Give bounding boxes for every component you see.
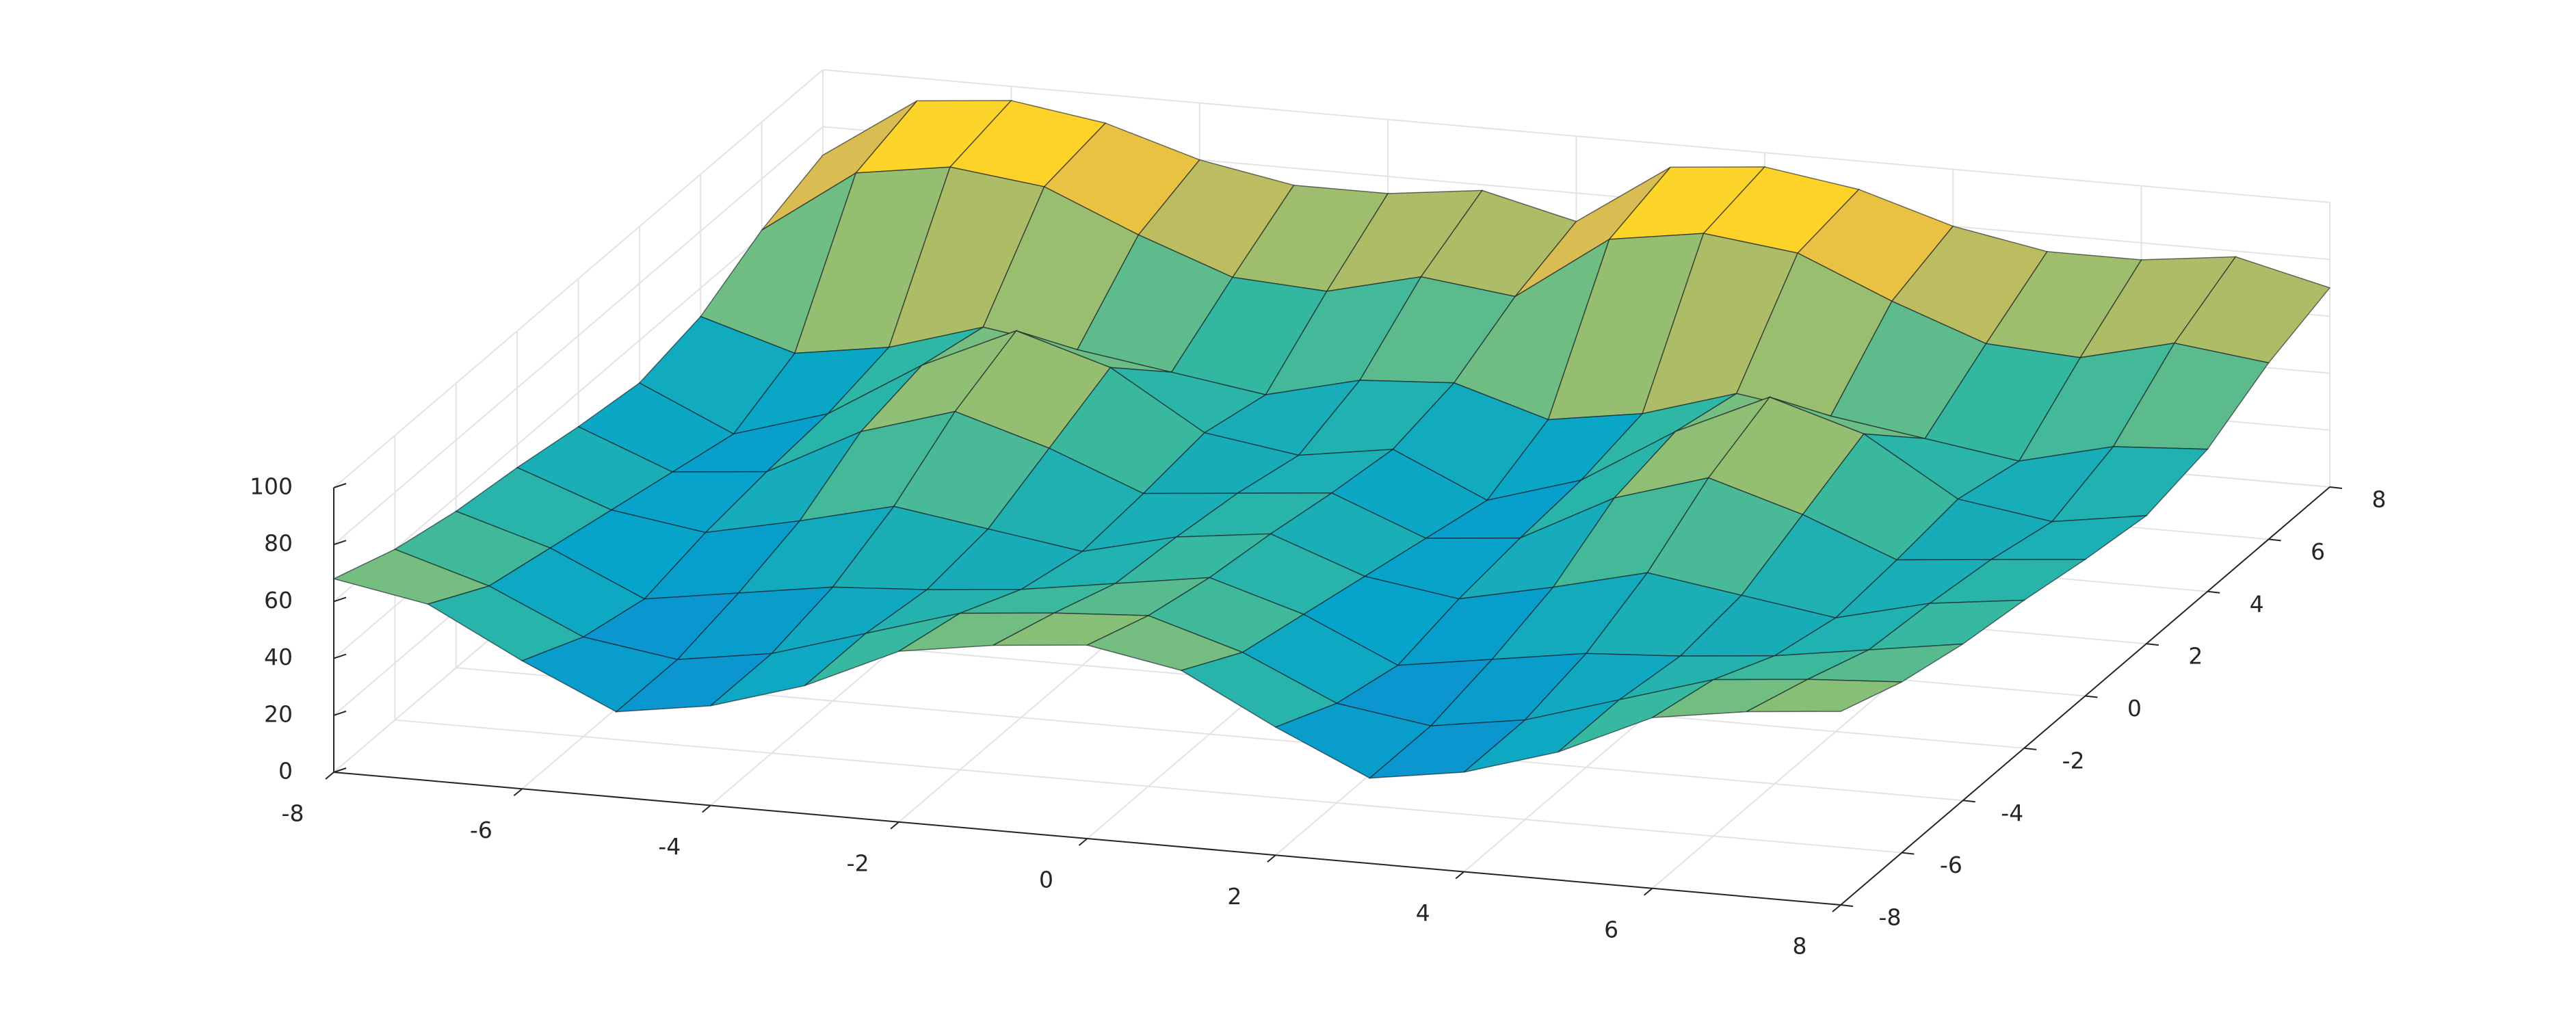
- y-tick: [2024, 747, 2037, 750]
- y-tick-label: 4: [2250, 590, 2264, 617]
- y-tick-label: 2: [2188, 643, 2203, 670]
- y-tick-label: -2: [2062, 747, 2085, 774]
- z-tick: [333, 767, 347, 773]
- x-tick: [1832, 904, 1841, 912]
- y-tick-label: -8: [1879, 904, 1902, 931]
- z-tick: [333, 653, 347, 659]
- y-tick: [2085, 695, 2098, 698]
- grid-line: [822, 69, 2330, 203]
- x-tick: [1643, 887, 1653, 896]
- y-tick-label: 6: [2311, 538, 2325, 565]
- x-tick: [702, 804, 711, 813]
- z-tick-label: 60: [264, 587, 293, 614]
- x-tick: [1455, 871, 1464, 880]
- y-tick-label: 8: [2372, 486, 2387, 513]
- z-tick-label: 80: [264, 530, 293, 557]
- y-tick: [2329, 486, 2343, 489]
- z-tick: [333, 710, 347, 716]
- z-tick: [333, 540, 347, 546]
- x-tick-label: -8: [282, 800, 304, 827]
- x-tick: [1078, 838, 1088, 846]
- x-tick-label: -6: [470, 817, 492, 843]
- x-tick: [890, 821, 899, 830]
- x-tick-label: 6: [1604, 916, 1618, 943]
- x-tick: [325, 772, 334, 780]
- y-tick-label: 0: [2127, 695, 2142, 722]
- z-tick-label: 0: [278, 758, 293, 785]
- x-tick: [513, 788, 523, 797]
- x-tick-label: -4: [658, 833, 681, 860]
- y-tick-label: -6: [1940, 852, 1962, 878]
- z-tick-label: 20: [264, 700, 293, 727]
- y-tick: [2146, 643, 2159, 646]
- x-tick-label: 0: [1039, 867, 1053, 893]
- x-tick-label: 4: [1416, 899, 1430, 926]
- y-tick-label: -4: [2001, 800, 2023, 826]
- y-tick: [1902, 852, 1915, 855]
- x-tick-label: 2: [1227, 883, 1241, 910]
- x-tick-label: -2: [847, 850, 869, 876]
- y-tick: [1962, 800, 1975, 803]
- x-tick-label: 8: [1793, 933, 1807, 960]
- grid-line: [333, 69, 824, 488]
- y-tick: [1840, 904, 1854, 907]
- z-tick: [333, 596, 347, 603]
- z-tick-label: 100: [250, 473, 293, 500]
- x-tick: [1267, 854, 1276, 863]
- grid-line: [395, 719, 1902, 854]
- surface-patch: [1746, 679, 1902, 713]
- grid-line: [333, 183, 824, 603]
- y-tick: [2207, 590, 2220, 594]
- z-tick-label: 40: [264, 644, 293, 670]
- grid-line: [333, 126, 824, 545]
- z-tick: [333, 483, 347, 488]
- y-tick: [2268, 538, 2281, 542]
